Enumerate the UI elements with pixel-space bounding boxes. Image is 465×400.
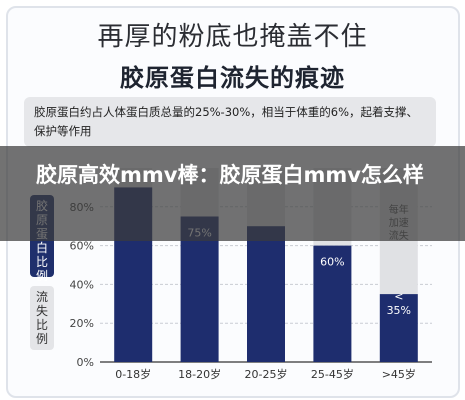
legend-char: 流	[35, 290, 48, 304]
x-tick-label: 18-20岁	[178, 367, 221, 381]
legend-char: 比	[35, 255, 48, 269]
x-tick-label: 25-45岁	[311, 367, 354, 381]
legend-char: 失	[35, 304, 48, 318]
data-label-prefix: <	[394, 290, 403, 303]
x-tick-label: 0-18岁	[115, 367, 151, 381]
x-tick-label: 20-25岁	[245, 367, 288, 381]
subheadline: 胶原蛋白流失的痕迹	[120, 64, 345, 92]
y-tick-label: 20%	[70, 317, 94, 330]
y-tick-label: 0%	[77, 356, 94, 369]
bar-collagen	[247, 226, 285, 362]
legend-char: 白	[35, 241, 48, 255]
y-tick-label: 60%	[70, 240, 94, 253]
overlay-banner: 胶原高效mmv棒：胶原蛋白mmv怎么样	[0, 146, 465, 241]
legend-char: 例	[35, 269, 48, 283]
data-label: 35%	[387, 304, 411, 317]
bar-collagen	[379, 294, 418, 362]
legend-char: 比	[35, 318, 48, 332]
y-tick-label: 40%	[70, 278, 94, 291]
overlay-title: 胶原高效mmv棒：胶原蛋白mmv怎么样	[36, 163, 424, 187]
info-box: 胶原蛋白约占人体蛋白质总量的25%-30%，相当于体重的6%，起着支撑、保护等作…	[24, 97, 436, 147]
legend-loss-ratio: 流失比例	[30, 286, 54, 350]
headline: 再厚的粉底也掩盖不住	[97, 22, 368, 52]
legend-char: 例	[35, 332, 48, 346]
x-tick-label: >45岁	[382, 367, 416, 381]
bar-collagen	[313, 245, 352, 362]
data-label: 60%	[320, 256, 344, 269]
